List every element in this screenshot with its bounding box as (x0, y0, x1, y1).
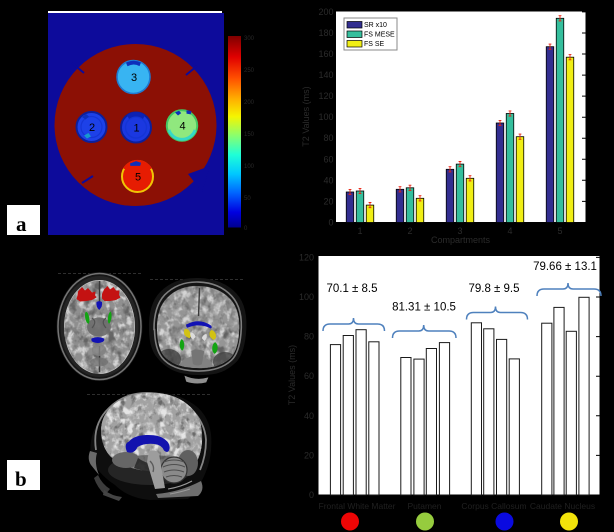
svg-text:50: 50 (244, 196, 251, 202)
svg-text:4: 4 (179, 121, 185, 133)
svg-text:3: 3 (131, 72, 137, 84)
svg-text:100: 100 (244, 164, 255, 170)
svg-text:Corpus Callosum: Corpus Callosum (461, 501, 526, 511)
svg-text:70.1 ± 8.5: 70.1 ± 8.5 (326, 283, 377, 295)
svg-text:40: 40 (323, 175, 333, 185)
svg-text:80: 80 (323, 133, 333, 143)
svg-text:40: 40 (304, 411, 314, 421)
svg-text:2: 2 (89, 122, 95, 134)
svg-text:100: 100 (318, 112, 333, 122)
svg-text:60: 60 (304, 371, 314, 381)
svg-text:140: 140 (318, 70, 333, 80)
svg-text:80: 80 (304, 332, 314, 342)
svg-text:160: 160 (318, 49, 333, 59)
svg-text:200: 200 (318, 7, 333, 17)
svg-text:250: 250 (244, 68, 255, 74)
svg-text:Putamen: Putamen (407, 501, 441, 511)
svg-text:0: 0 (328, 218, 333, 228)
svg-text:0: 0 (309, 490, 314, 500)
svg-text:180: 180 (318, 28, 333, 38)
svg-text:Frontal White Matter: Frontal White Matter (319, 501, 396, 511)
svg-text:Caudate Nucleus: Caudate Nucleus (530, 501, 595, 511)
svg-text:120: 120 (318, 91, 333, 101)
svg-text:5: 5 (557, 226, 562, 236)
svg-text:1: 1 (133, 123, 139, 135)
svg-text:T2 Values (ms): T2 Values (ms) (287, 345, 297, 405)
svg-text:200: 200 (244, 100, 255, 106)
svg-text:a: a (16, 212, 27, 236)
svg-text:Compartments: Compartments (431, 235, 491, 245)
svg-text:T2 Values (ms): T2 Values (ms) (301, 86, 311, 146)
svg-text:4: 4 (507, 226, 512, 236)
svg-text:20: 20 (304, 450, 314, 460)
svg-text:FS MESE: FS MESE (364, 32, 395, 39)
svg-text:SR x10: SR x10 (364, 22, 387, 29)
svg-text:150: 150 (244, 132, 255, 138)
svg-text:79.66 ± 13.1: 79.66 ± 13.1 (533, 261, 597, 273)
svg-text:b: b (15, 467, 27, 491)
svg-text:79.8 ± 9.5: 79.8 ± 9.5 (468, 283, 519, 295)
svg-text:3: 3 (457, 226, 462, 236)
svg-text:2: 2 (407, 226, 412, 236)
svg-text:0: 0 (244, 226, 248, 232)
svg-text:300: 300 (244, 36, 255, 42)
svg-text:20: 20 (323, 196, 333, 206)
svg-text:5: 5 (135, 172, 141, 184)
svg-text:100: 100 (299, 292, 314, 302)
svg-text:1: 1 (357, 226, 362, 236)
svg-text:120: 120 (299, 252, 314, 262)
svg-text:81.31 ± 10.5: 81.31 ± 10.5 (392, 302, 456, 314)
svg-text:60: 60 (323, 154, 333, 164)
svg-text:FS SE: FS SE (364, 41, 385, 48)
